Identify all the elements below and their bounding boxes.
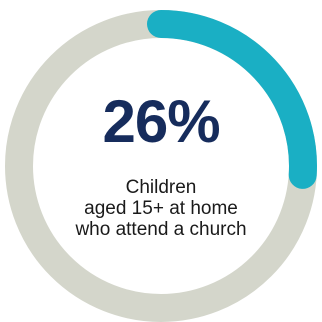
donut-slice-highlight [147, 10, 317, 189]
